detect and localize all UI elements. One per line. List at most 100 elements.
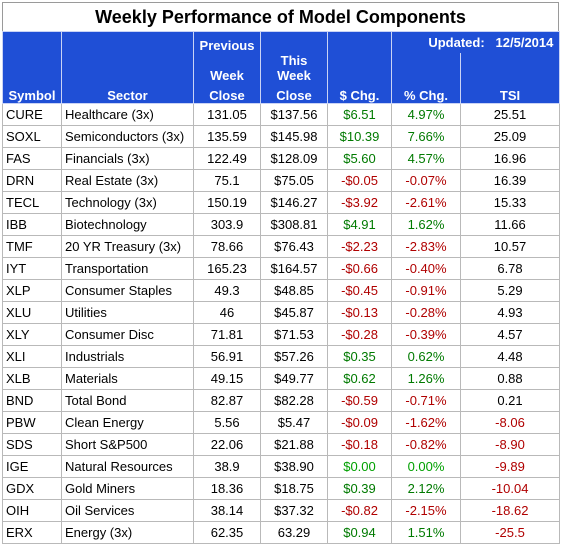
cell-pct-change: -0.07%	[391, 169, 461, 192]
cell-tsi: -8.06	[460, 411, 560, 434]
cell-sector: Total Bond	[61, 389, 194, 412]
table-row: CURE Healthcare (3x) 131.05 $137.56 $6.51 4.9…	[2, 103, 560, 126]
cell-dollar-change: -$0.59	[327, 389, 392, 412]
cell-prev-close: 5.56	[193, 411, 261, 434]
cell-dollar-change: $0.35	[327, 345, 392, 368]
cell-dollar-change: $0.00	[327, 455, 392, 478]
cell-this-close: $137.56	[260, 103, 328, 126]
table-row: SDS Short S&P500 22.06 $21.88 -$0.18 -0.82% -8…	[2, 433, 560, 456]
cell-pct-change: -1.62%	[391, 411, 461, 434]
table-header: Previous Updated: 12/5/2014 Week This We…	[2, 31, 560, 104]
cell-prev-close: 56.91	[193, 345, 261, 368]
cell-this-close: $21.88	[260, 433, 328, 456]
cell-pct-change: 4.97%	[391, 103, 461, 126]
cell-prev-close: 38.14	[193, 499, 261, 522]
table-title: Weekly Performance of Model Components	[2, 2, 559, 31]
header-this-line2: Close	[260, 83, 328, 104]
cell-sector: Gold Miners	[61, 477, 194, 500]
cell-this-close: $128.09	[260, 147, 328, 170]
cell-symbol: BND	[2, 389, 62, 412]
cell-sector: Semiconductors (3x)	[61, 125, 194, 148]
cell-dollar-change: -$0.66	[327, 257, 392, 280]
header-pct: % Chg.	[391, 83, 461, 104]
cell-pct-change: -0.82%	[391, 433, 461, 456]
cell-dollar-change: $0.62	[327, 367, 392, 390]
updated-label: Updated: 12/5/2014	[391, 31, 560, 53]
cell-dollar-change: -$0.13	[327, 301, 392, 324]
cell-prev-close: 165.23	[193, 257, 261, 280]
table-row: SOXL Semiconductors (3x) 135.59 $145.98 $10.…	[2, 125, 560, 148]
cell-this-close: $5.47	[260, 411, 328, 434]
header-sector: Sector	[61, 83, 194, 104]
cell-pct-change: -0.28%	[391, 301, 461, 324]
cell-prev-close: 82.87	[193, 389, 261, 412]
cell-dollar-change: -$2.23	[327, 235, 392, 258]
cell-tsi: 4.57	[460, 323, 560, 346]
header-chg: $ Chg.	[327, 83, 392, 104]
cell-tsi: 10.57	[460, 235, 560, 258]
cell-symbol: XLB	[2, 367, 62, 390]
cell-dollar-change: -$3.92	[327, 191, 392, 214]
cell-this-close: $145.98	[260, 125, 328, 148]
header-tsi: TSI	[460, 83, 560, 104]
cell-sector: Materials	[61, 367, 194, 390]
cell-pct-change: -2.15%	[391, 499, 461, 522]
cell-this-close: $57.26	[260, 345, 328, 368]
cell-symbol: TMF	[2, 235, 62, 258]
cell-pct-change: 0.62%	[391, 345, 461, 368]
cell-tsi: 15.33	[460, 191, 560, 214]
table-row: FAS Financials (3x) 122.49 $128.09 $5.60 4.57…	[2, 147, 560, 170]
table-row: TMF 20 YR Treasury (3x) 78.66 $76.43 -$2.23-…	[2, 235, 560, 258]
cell-prev-close: 122.49	[193, 147, 261, 170]
cell-sector: Biotechnology	[61, 213, 194, 236]
cell-this-close: $82.28	[260, 389, 328, 412]
cell-sector: Short S&P500	[61, 433, 194, 456]
cell-pct-change: -2.61%	[391, 191, 461, 214]
cell-symbol: TECL	[2, 191, 62, 214]
cell-tsi: -18.62	[460, 499, 560, 522]
table-row: DRN Real Estate (3x) 75.1 $75.05 -$0.05 -0.07…	[2, 169, 560, 192]
cell-this-close: $75.05	[260, 169, 328, 192]
updated-date: 12/5/2014	[495, 35, 554, 50]
cell-symbol: FAS	[2, 147, 62, 170]
table-row: GDX Gold Miners 18.36 $18.75 $0.39 2.12% -10.0…	[2, 477, 560, 500]
cell-pct-change: 7.66%	[391, 125, 461, 148]
cell-prev-close: 131.05	[193, 103, 261, 126]
cell-sector: Real Estate (3x)	[61, 169, 194, 192]
cell-pct-change: 1.62%	[391, 213, 461, 236]
cell-this-close: $49.77	[260, 367, 328, 390]
cell-dollar-change: $5.60	[327, 147, 392, 170]
cell-dollar-change: -$0.28	[327, 323, 392, 346]
cell-tsi: 4.48	[460, 345, 560, 368]
cell-prev-close: 18.36	[193, 477, 261, 500]
cell-pct-change: -0.71%	[391, 389, 461, 412]
cell-dollar-change: $0.94	[327, 521, 392, 544]
cell-sector: Transportation	[61, 257, 194, 280]
header-tsi-mid	[460, 53, 560, 83]
cell-sector: Oil Services	[61, 499, 194, 522]
header-sector-top	[61, 31, 194, 53]
cell-pct-change: 2.12%	[391, 477, 461, 500]
cell-prev-close: 49.3	[193, 279, 261, 302]
header-pct-mid	[391, 53, 461, 83]
cell-tsi: 6.78	[460, 257, 560, 280]
cell-this-close: $146.27	[260, 191, 328, 214]
cell-symbol: SOXL	[2, 125, 62, 148]
cell-this-close: $48.85	[260, 279, 328, 302]
cell-symbol: CURE	[2, 103, 62, 126]
table-body: CURE Healthcare (3x) 131.05 $137.56 $6.51 4.9…	[2, 103, 560, 544]
header-prev-line1: Previous	[193, 31, 261, 53]
table-row: XLB Materials 49.15 $49.77 $0.62 1.26% 0.88	[2, 367, 560, 390]
header-chg-top	[327, 31, 392, 53]
header-chg-mid	[327, 53, 392, 83]
cell-symbol: IYT	[2, 257, 62, 280]
cell-sector: Industrials	[61, 345, 194, 368]
cell-pct-change: 4.57%	[391, 147, 461, 170]
table-row: BND Total Bond 82.87 $82.28 -$0.59 -0.71% 0.21	[2, 389, 560, 412]
table-row: XLY Consumer Disc 71.81 $71.53 -$0.28 -0.39% 4…	[2, 323, 560, 346]
cell-tsi: -9.89	[460, 455, 560, 478]
cell-sector: 20 YR Treasury (3x)	[61, 235, 194, 258]
cell-symbol: IBB	[2, 213, 62, 236]
header-this-line1: This Week	[260, 53, 328, 83]
